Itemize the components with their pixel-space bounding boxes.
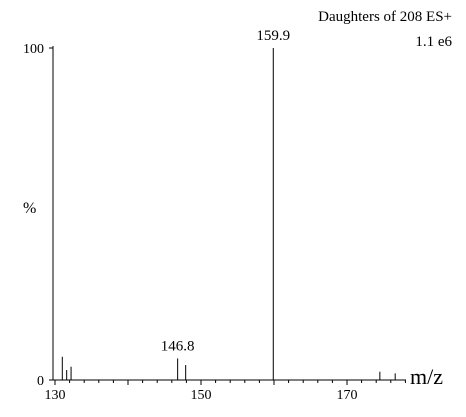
x-axis-label: m/z bbox=[410, 364, 443, 389]
peak-label: 159.9 bbox=[256, 28, 290, 44]
y-tick-label: 100 bbox=[23, 42, 44, 57]
x-tick-label: 170 bbox=[337, 388, 358, 403]
x-tick-label: 130 bbox=[45, 388, 66, 403]
chart-title: Daughters of 208 ES+ bbox=[318, 9, 452, 25]
intensity-scale-label: 1.1 e6 bbox=[415, 34, 452, 50]
x-axis-ticks: 130150170190210 bbox=[45, 380, 406, 403]
y-tick-label: 0 bbox=[37, 374, 44, 389]
y-axis-ticks: 0 100 bbox=[23, 42, 53, 389]
peak-label: 146.8 bbox=[161, 338, 195, 354]
y-axis-label: % bbox=[23, 200, 37, 217]
x-tick-label: 150 bbox=[191, 388, 212, 403]
chart-axes bbox=[52, 46, 406, 381]
spectrum-peaks bbox=[61, 48, 396, 380]
